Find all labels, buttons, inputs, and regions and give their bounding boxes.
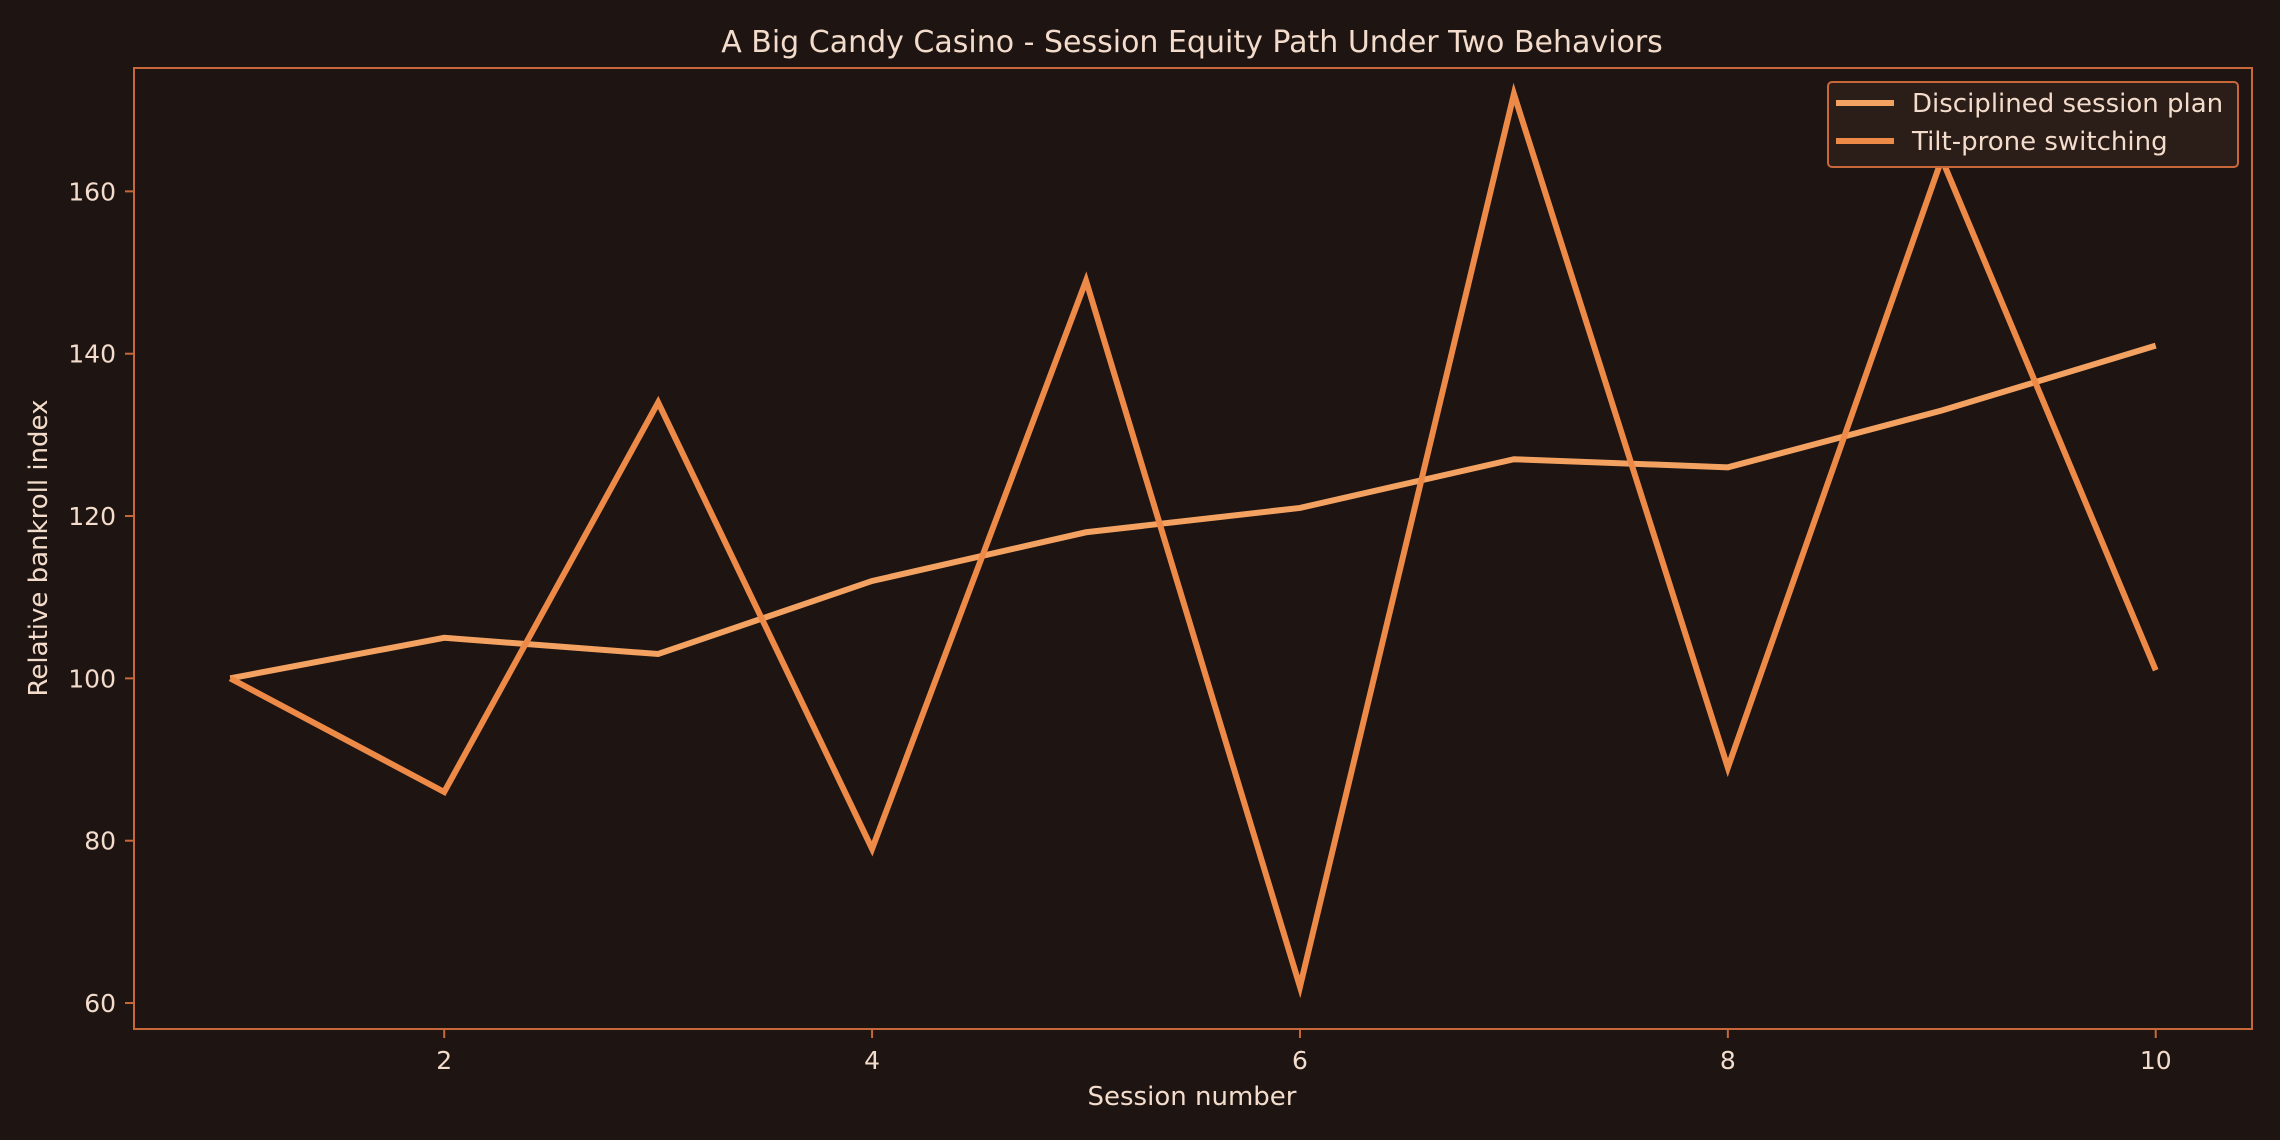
y-tick-label: 100	[68, 664, 116, 693]
x-tick-label: 10	[2140, 1046, 2172, 1075]
y-axis-label: Relative bankroll index	[24, 400, 54, 697]
x-axis-label: Session number	[1088, 1082, 1297, 1112]
series-line-tilt-prone	[228, 82, 2159, 999]
x-tick-label: 4	[864, 1046, 880, 1075]
y-tick-label: 120	[68, 502, 116, 531]
x-tick-label: 8	[1720, 1046, 1736, 1075]
legend-label-tilt-prone: Tilt-prone switching	[1911, 127, 2168, 157]
series-line-disciplined	[229, 342, 2157, 682]
x-tick-label: 6	[1292, 1046, 1308, 1075]
y-axis-ticks: 60 80 100 120 140 160	[68, 177, 134, 1018]
y-tick-label: 140	[68, 340, 116, 369]
legend-box	[1827, 81, 2239, 168]
y-tick-label: 60	[84, 989, 116, 1018]
y-tick-label: 80	[84, 827, 116, 856]
series-lines	[228, 82, 2159, 999]
x-axis-ticks: 2 4 6 8 10	[436, 1029, 2172, 1075]
chart-title: A Big Candy Casino - Session Equity Path…	[721, 25, 1663, 60]
x-tick-label: 2	[436, 1046, 452, 1075]
plot-area	[133, 67, 2253, 1030]
y-tick-label: 160	[68, 177, 116, 206]
legend: Disciplined session plan Tilt-prone swit…	[1827, 81, 2239, 168]
legend-label-disciplined: Disciplined session plan	[1912, 89, 2223, 119]
